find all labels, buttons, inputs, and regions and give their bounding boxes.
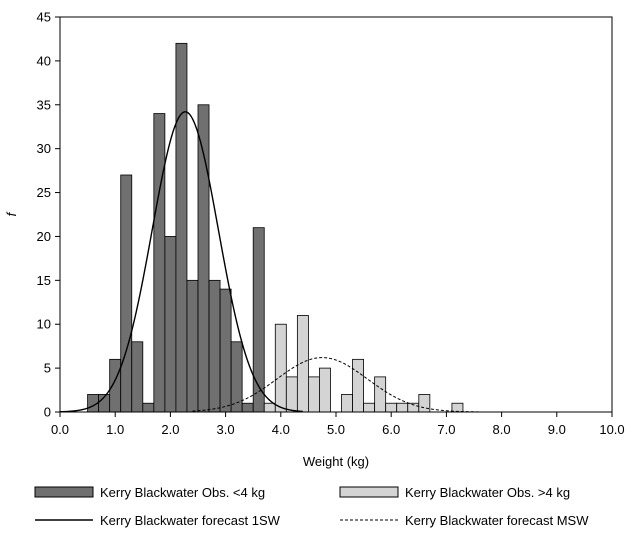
bar-obs-under-4kg [219, 288, 232, 413]
x-tick-label: 7.0 [437, 422, 455, 437]
series-obs-under-4kg [87, 42, 265, 413]
bar-obs-under-4kg [208, 279, 221, 413]
bar-obs-under-4kg [120, 174, 133, 413]
legend: Kerry Blackwater Obs. <4 kg Kerry Blackw… [34, 485, 589, 528]
bar-obs-under-4kg [164, 236, 177, 413]
y-tick-label: 10 [37, 317, 51, 332]
y-tick-label: 0 [44, 405, 51, 420]
bar-obs-under-4kg [175, 42, 188, 413]
bar-obs-over-4kg [319, 367, 331, 413]
forecast-msw-curve [192, 357, 480, 413]
legend-label-forecast-1sw: Kerry Blackwater forecast 1SW [100, 513, 281, 528]
x-tick-label: 3.0 [217, 422, 235, 437]
bar-obs-over-4kg [363, 402, 376, 413]
y-axis-label: f [4, 211, 19, 216]
bar-obs-over-4kg [374, 376, 387, 413]
forecast-1sw-curve [59, 111, 303, 413]
x-tick-label: 8.0 [493, 422, 511, 437]
bar-obs-over-4kg [285, 376, 298, 413]
bar-obs-over-4kg [263, 402, 276, 413]
x-axis-label: Weight (kg) [303, 454, 369, 469]
legend-label-obs-over-4kg: Kerry Blackwater Obs. >4 kg [405, 485, 570, 500]
x-axis-ticks: 0.0 1.0 2.0 3.0 4.0 5.0 6.0 7.0 8.0 9.0 10.0 [51, 412, 625, 437]
x-tick-label: 4.0 [272, 422, 290, 437]
y-tick-label: 25 [37, 185, 51, 200]
bar-obs-under-4kg [252, 227, 265, 413]
bar-obs-over-4kg [385, 402, 398, 413]
bar-obs-under-4kg [131, 341, 144, 413]
x-tick-label: 9.0 [548, 422, 566, 437]
legend-label-obs-under-4kg: Kerry Blackwater Obs. <4 kg [100, 485, 265, 500]
y-tick-label: 5 [44, 361, 51, 376]
bar-obs-under-4kg [109, 358, 122, 413]
x-tick-label: 5.0 [327, 422, 345, 437]
series-obs-over-4kg [263, 315, 464, 413]
y-tick-label: 20 [37, 229, 51, 244]
legend-label-forecast-msw: Kerry Blackwater forecast MSW [405, 513, 589, 528]
bar-obs-under-4kg [153, 113, 166, 413]
y-tick-label: 15 [37, 273, 51, 288]
x-tick-label: 6.0 [382, 422, 400, 437]
x-tick-label: 0.0 [51, 422, 69, 437]
bar-obs-over-4kg [352, 358, 364, 413]
bar-obs-under-4kg [230, 341, 243, 413]
x-tick-label: 1.0 [106, 422, 124, 437]
bar-obs-under-4kg [197, 104, 210, 413]
bar-obs-over-4kg [274, 323, 287, 413]
legend-swatch-obs-under-4kg [34, 486, 94, 498]
bar-obs-over-4kg [418, 394, 431, 413]
bar-obs-over-4kg [451, 402, 464, 413]
bar-obs-over-4kg [296, 315, 309, 413]
y-axis-ticks: 0 5 10 15 20 25 30 35 40 45 [37, 10, 60, 420]
x-tick-label: 2.0 [161, 422, 179, 437]
bar-obs-under-4kg [241, 402, 254, 413]
legend-swatch-obs-over-4kg [339, 486, 399, 498]
bar-obs-under-4kg [186, 279, 199, 413]
bar-obs-over-4kg [396, 402, 409, 413]
y-tick-label: 45 [37, 10, 51, 25]
y-tick-label: 35 [37, 97, 51, 112]
bar-obs-over-4kg [307, 376, 320, 413]
x-tick-label: 10.0 [599, 422, 624, 437]
bar-obs-under-4kg [142, 402, 155, 413]
y-tick-label: 40 [37, 53, 51, 68]
bar-obs-over-4kg [341, 394, 353, 413]
y-tick-label: 30 [37, 141, 51, 156]
